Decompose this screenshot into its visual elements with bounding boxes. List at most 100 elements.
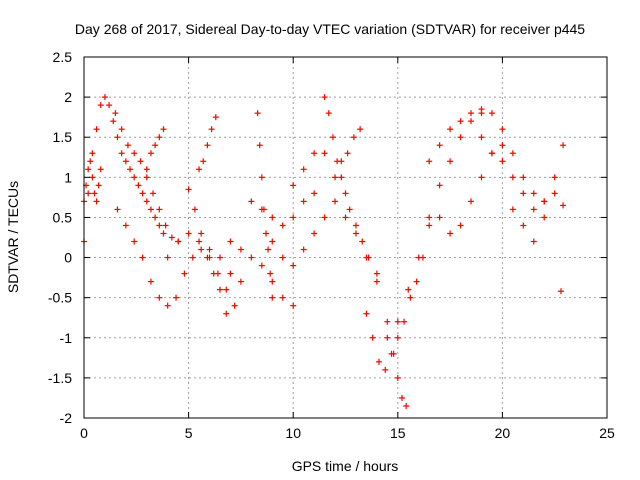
y-tick-label: -1 — [60, 330, 73, 346]
data-point — [185, 186, 192, 193]
data-point — [560, 202, 567, 209]
data-point — [447, 158, 454, 165]
series-s10 — [254, 110, 276, 301]
data-point — [237, 278, 244, 285]
data-point — [352, 222, 359, 229]
data-point — [401, 318, 408, 325]
plot-frame — [83, 56, 608, 419]
data-point — [499, 158, 506, 165]
y-tick-label: 1 — [64, 169, 72, 185]
data-point — [499, 142, 506, 149]
data-point — [447, 126, 454, 133]
data-point — [405, 286, 412, 293]
y-tick-label: -2 — [60, 410, 73, 426]
data-point — [160, 126, 167, 133]
y-axis-label: SDTVAR / TECUs — [5, 181, 21, 293]
data-point — [137, 158, 144, 165]
data-point — [363, 254, 370, 261]
data-point — [300, 166, 307, 173]
data-point — [398, 394, 405, 401]
data-point — [332, 198, 339, 205]
data-point — [135, 182, 142, 189]
data-point — [87, 158, 94, 165]
y-tick-label: 1.5 — [53, 129, 73, 145]
data-point — [541, 198, 548, 205]
data-point — [426, 222, 433, 229]
data-point — [91, 190, 98, 197]
data-point — [541, 214, 548, 221]
data-point — [375, 358, 382, 365]
axis-ticks: 0 5 10 15 20 25 -2 -1.5 -1 -0.5 0 0.5 1 1.5 2 2.5 — [48, 49, 615, 441]
data-point — [300, 198, 307, 205]
data-point — [342, 190, 349, 197]
data-point — [112, 110, 119, 117]
data-point — [131, 174, 138, 181]
data-point — [231, 302, 238, 309]
data-point — [551, 174, 558, 181]
x-tick-label: 15 — [390, 425, 406, 441]
data-point — [208, 126, 215, 133]
data-point — [359, 238, 366, 245]
data-point — [394, 374, 401, 381]
data-point — [321, 150, 328, 157]
series-s9 — [227, 238, 297, 309]
data-point — [124, 142, 131, 149]
data-point — [97, 102, 104, 109]
data-point — [263, 230, 270, 237]
data-point — [436, 214, 443, 221]
data-point — [269, 238, 276, 245]
data-point — [436, 142, 443, 149]
data-point — [200, 158, 207, 165]
series-s20 — [436, 142, 548, 237]
data-point — [279, 254, 286, 261]
series-s4 — [114, 206, 238, 309]
y-tick-label: 0.5 — [53, 209, 73, 225]
data-point — [147, 278, 154, 285]
data-point — [152, 142, 159, 149]
data-point — [350, 134, 357, 141]
data-point — [457, 118, 464, 125]
data-point — [321, 214, 328, 221]
data-point — [373, 278, 380, 285]
data-point — [269, 294, 276, 301]
data-point — [344, 150, 351, 157]
data-point — [223, 310, 230, 317]
data-point — [164, 302, 171, 309]
y-tick-label: 0 — [64, 250, 72, 266]
data-point — [110, 118, 117, 125]
data-point — [216, 254, 223, 261]
data-point — [363, 310, 370, 317]
x-tick-label: 10 — [285, 425, 301, 441]
data-point — [227, 238, 234, 245]
data-point — [156, 206, 163, 213]
data-point — [509, 174, 516, 181]
data-point — [468, 198, 475, 205]
data-point — [85, 166, 92, 173]
data-point — [204, 142, 211, 149]
data-point — [122, 158, 129, 165]
data-point — [227, 270, 234, 277]
data-point — [256, 142, 263, 149]
data-point — [196, 238, 203, 245]
data-point — [369, 334, 376, 341]
series-s8 — [185, 186, 230, 317]
data-point — [478, 134, 485, 141]
data-point — [131, 238, 138, 245]
data-point — [198, 246, 205, 253]
data-point — [338, 174, 345, 181]
x-tick-label: 20 — [495, 425, 511, 441]
data-point — [520, 190, 527, 197]
data-point — [156, 294, 163, 301]
data-point — [175, 238, 182, 245]
data-point — [150, 190, 157, 197]
series-s12 — [269, 198, 339, 269]
data-point — [478, 106, 485, 113]
series-s14 — [321, 94, 380, 277]
data-point — [530, 206, 537, 213]
data-point — [95, 182, 102, 189]
series-s22 — [509, 190, 567, 245]
data-point — [352, 230, 359, 237]
data-point — [321, 94, 328, 101]
data-point — [488, 110, 495, 117]
data-point — [122, 222, 129, 229]
